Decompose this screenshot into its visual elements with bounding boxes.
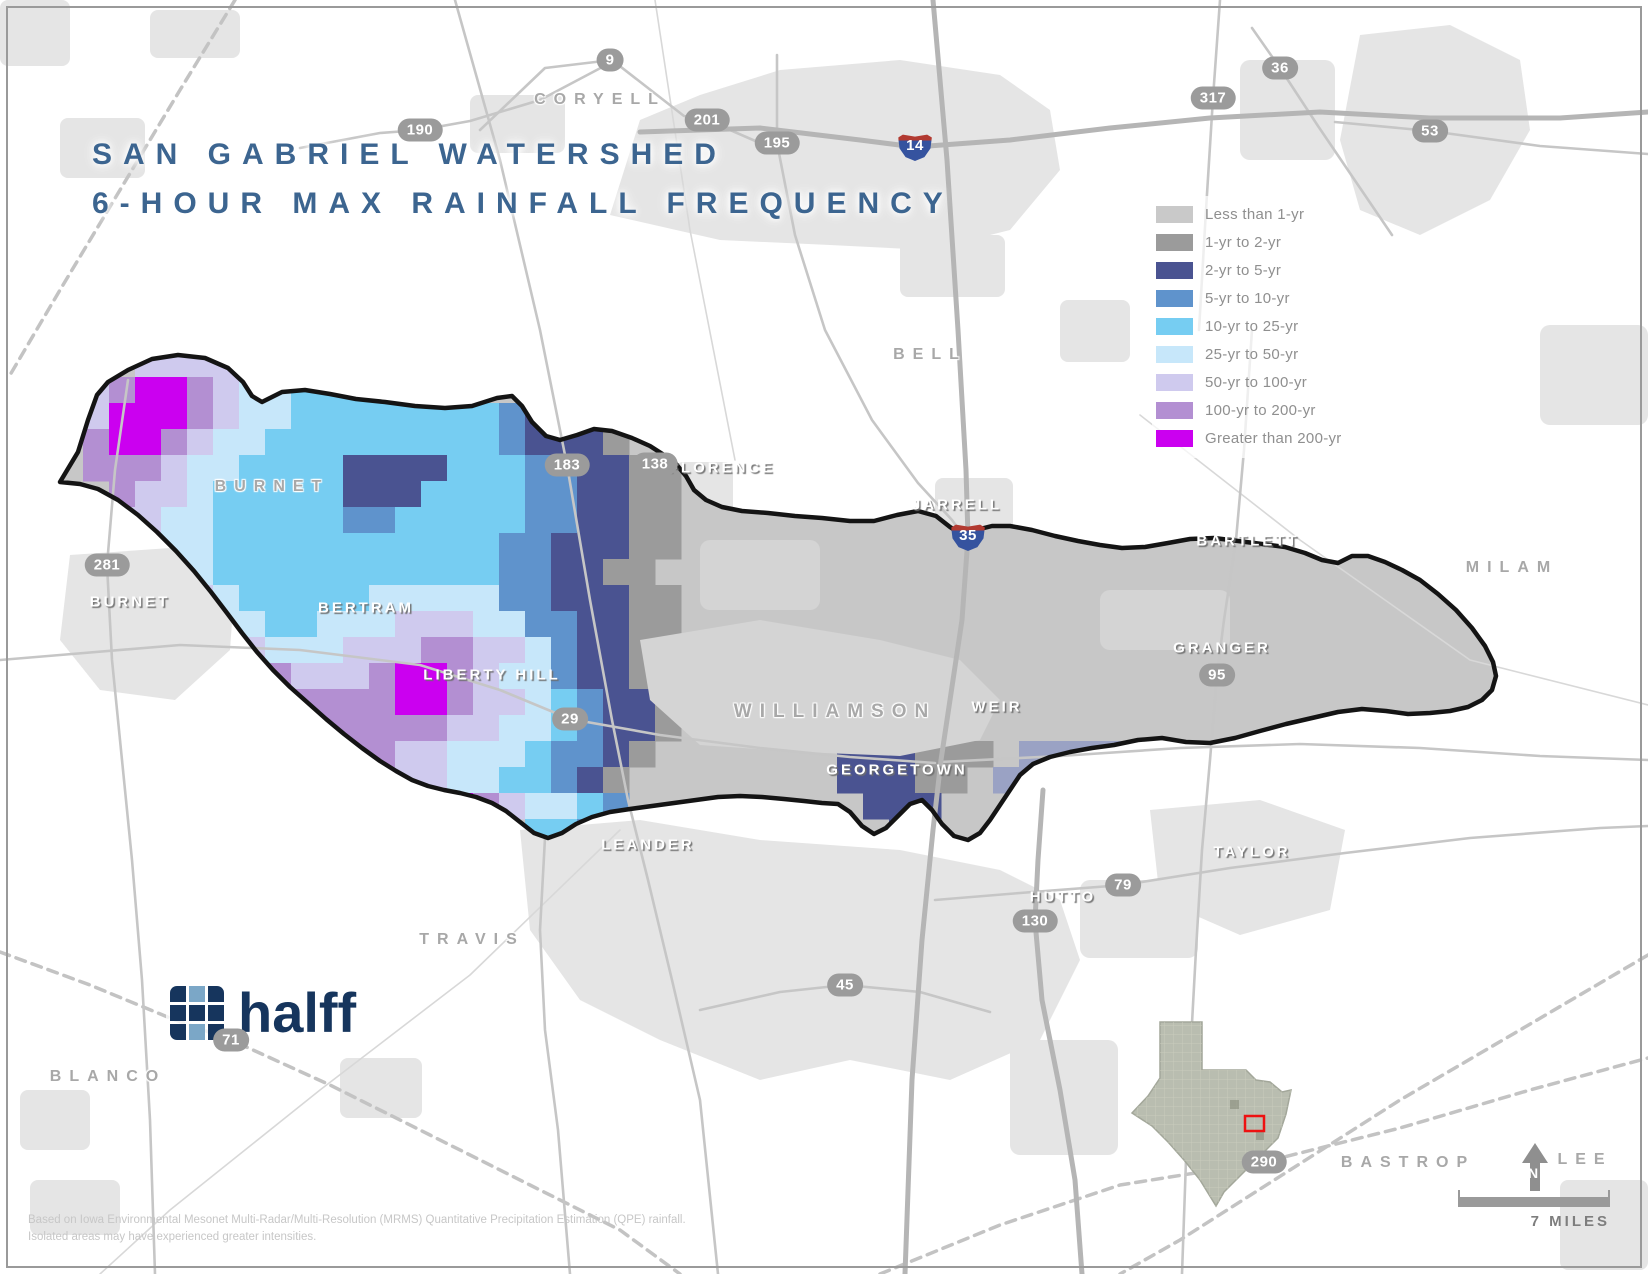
north-arrow-label: N <box>1528 1165 1539 1181</box>
legend-swatch <box>1156 289 1193 307</box>
legend-item-6: 50-yr to 100-yr <box>1156 368 1342 396</box>
legend-item-8: Greater than 200-yr <box>1156 424 1342 452</box>
halff-logo-text: halff <box>238 981 357 1044</box>
halff-grid-icon <box>170 986 224 1040</box>
legend-swatch <box>1156 317 1193 335</box>
watershed-city-patches <box>640 540 1230 756</box>
scale-bar-bar <box>1458 1197 1610 1207</box>
legend-swatch <box>1156 233 1193 251</box>
legend-item-4: 10-yr to 25-yr <box>1156 312 1342 340</box>
legend: Less than 1-yr 1-yr to 2-yr 2-yr to 5-yr 5-… <box>1152 196 1352 458</box>
legend-item-2: 2-yr to 5-yr <box>1156 256 1342 284</box>
legend-swatch <box>1156 205 1193 223</box>
map-title: SAN GABRIEL WATERSHED 6-HOUR MAX RAINFAL… <box>92 130 954 228</box>
legend-label: 10-yr to 25-yr <box>1205 317 1299 335</box>
watershed-boundary <box>57 352 1499 843</box>
legend-swatch <box>1156 373 1193 391</box>
halff-logo: halff <box>166 981 367 1044</box>
scale-bar-label: 7 MILES <box>1530 1213 1610 1230</box>
scale-bar-ticks <box>1458 1190 1610 1197</box>
legend-label: 50-yr to 100-yr <box>1205 373 1308 391</box>
north-arrow <box>1522 1143 1548 1191</box>
map-title-line2: 6-HOUR MAX RAINFALL FREQUENCY <box>92 187 954 220</box>
source-footnote-line2: Isolated areas may have experienced grea… <box>28 1231 317 1243</box>
legend-swatch <box>1156 401 1193 419</box>
legend-item-7: 100-yr to 200-yr <box>1156 396 1342 424</box>
source-footnote-line1: Based on Iowa Environmental Mesonet Mult… <box>28 1214 686 1226</box>
legend-label: 100-yr to 200-yr <box>1205 401 1316 419</box>
legend-item-3: 5-yr to 10-yr <box>1156 284 1342 312</box>
legend-swatch <box>1156 345 1193 363</box>
texas-inset-map <box>1130 1021 1292 1208</box>
legend-label: Less than 1-yr <box>1205 205 1305 223</box>
legend-swatch <box>1156 261 1193 279</box>
legend-item-5: 25-yr to 50-yr <box>1156 340 1342 368</box>
source-footnote: Based on Iowa Environmental Mesonet Mult… <box>28 1212 686 1246</box>
legend-label: 2-yr to 5-yr <box>1205 261 1282 279</box>
scale-bar: 7 MILES <box>1458 1190 1610 1230</box>
legend-label: Greater than 200-yr <box>1205 429 1342 447</box>
legend-label: 1-yr to 2-yr <box>1205 233 1282 251</box>
legend-item-1: 1-yr to 2-yr <box>1156 228 1342 256</box>
legend-swatch <box>1156 429 1193 447</box>
legend-label: 25-yr to 50-yr <box>1205 345 1299 363</box>
map-title-line1: SAN GABRIEL WATERSHED <box>92 138 727 171</box>
legend-label: 5-yr to 10-yr <box>1205 289 1290 307</box>
legend-item-0: Less than 1-yr <box>1156 200 1342 228</box>
watershed-location-marker <box>1243 1114 1266 1133</box>
